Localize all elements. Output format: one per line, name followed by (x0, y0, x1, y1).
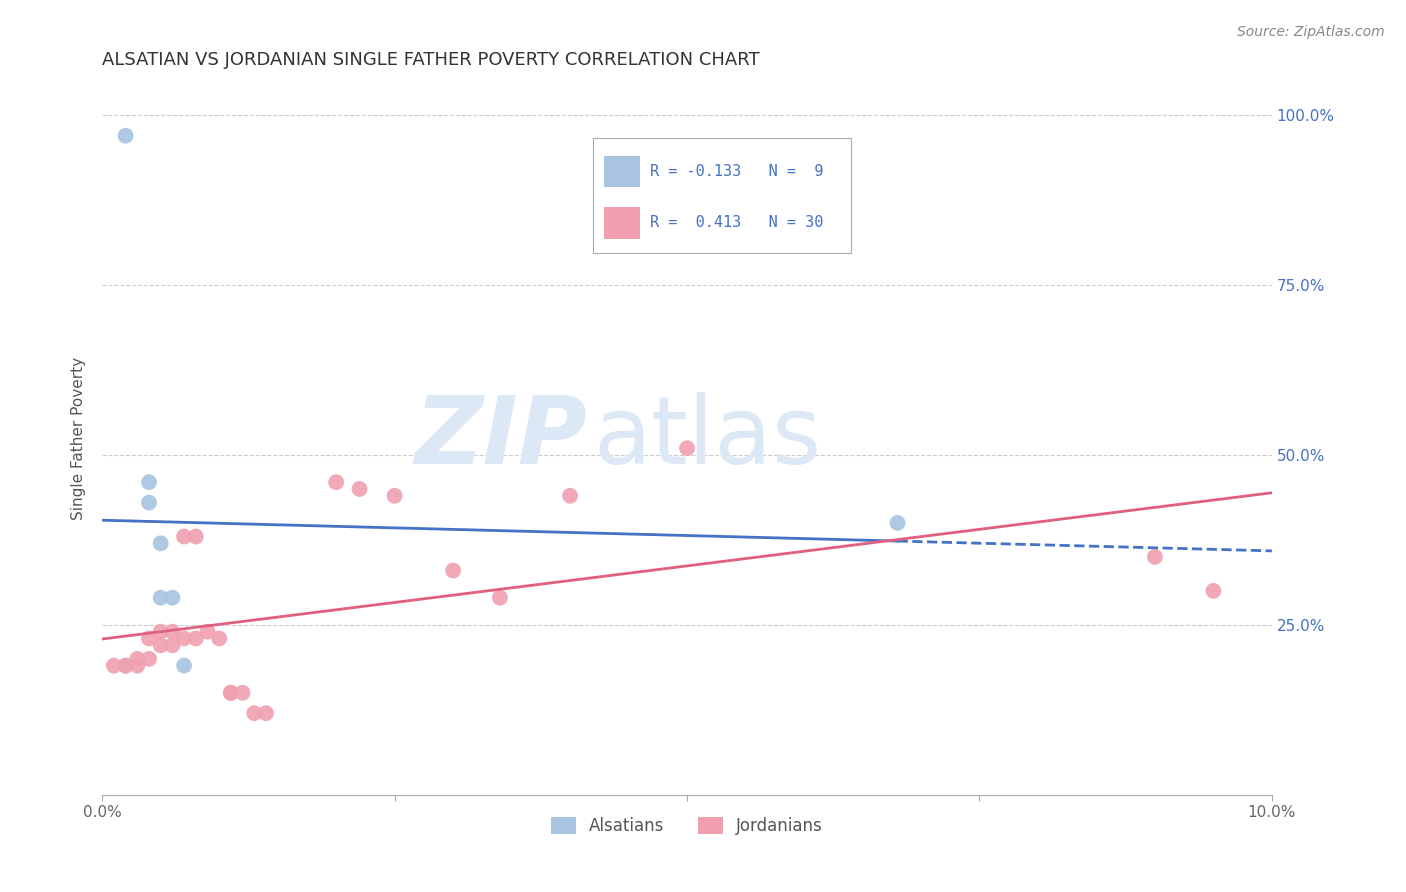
Point (208, 632, 231, 646)
Point (184, 529, 207, 543)
Point (162, 638, 184, 652)
Legend: Alsatians, Jordanians: Alsatians, Jordanians (543, 809, 831, 844)
Point (232, 686, 254, 700)
Point (349, 482, 371, 496)
Point (173, 632, 195, 646)
Point (384, 489, 406, 503)
Point (1202, 583, 1225, 598)
Point (441, 564, 464, 578)
Point (138, 652, 160, 666)
Point (558, 489, 581, 503)
Point (138, 475, 160, 490)
Point (162, 624, 184, 639)
Text: ZIP: ZIP (415, 392, 588, 484)
Point (325, 475, 347, 490)
Point (138, 495, 160, 509)
Text: atlas: atlas (593, 392, 821, 484)
Point (489, 591, 512, 605)
Point (127, 652, 149, 666)
Point (149, 624, 172, 639)
Point (114, 658, 136, 673)
Text: ALSATIAN VS JORDANIAN SINGLE FATHER POVERTY CORRELATION CHART: ALSATIAN VS JORDANIAN SINGLE FATHER POVE… (103, 51, 759, 69)
Point (114, 128, 136, 143)
Point (114, 658, 136, 673)
Point (1143, 549, 1166, 564)
Point (886, 516, 908, 530)
Point (138, 632, 160, 646)
Point (676, 441, 699, 455)
Point (149, 536, 172, 550)
Point (254, 706, 277, 721)
Point (149, 591, 172, 605)
Y-axis label: Single Father Poverty: Single Father Poverty (72, 357, 86, 519)
Point (219, 686, 242, 700)
Point (243, 706, 266, 721)
Point (162, 591, 184, 605)
Point (197, 624, 219, 639)
Point (173, 529, 195, 543)
Point (149, 638, 172, 652)
Point (173, 658, 195, 673)
Point (103, 658, 125, 673)
Text: Source: ZipAtlas.com: Source: ZipAtlas.com (1237, 25, 1385, 39)
Point (184, 632, 207, 646)
Point (219, 686, 242, 700)
Point (127, 658, 149, 673)
